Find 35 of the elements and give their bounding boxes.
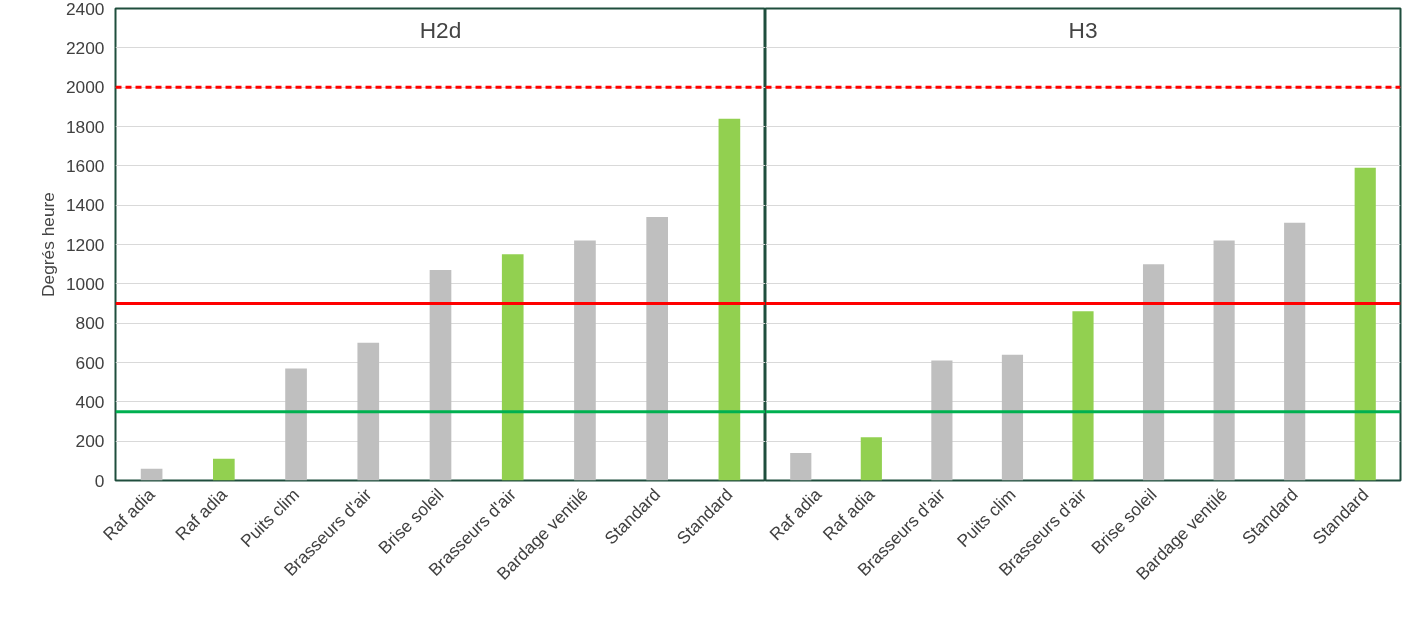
y-tick-label: 2400 bbox=[65, 0, 105, 19]
y-tick-label: 1400 bbox=[65, 195, 105, 216]
bar bbox=[1354, 167, 1376, 481]
y-tick-label: 1000 bbox=[65, 273, 105, 294]
bar bbox=[1072, 311, 1094, 481]
y-tick-label: 2000 bbox=[65, 77, 105, 98]
y-tick-label: 2200 bbox=[65, 37, 105, 58]
y-tick-label: 1200 bbox=[65, 234, 105, 255]
bar bbox=[1142, 264, 1165, 481]
y-tick-label: 600 bbox=[75, 352, 105, 373]
y-tick-label: 1600 bbox=[65, 155, 105, 176]
bar bbox=[501, 254, 524, 481]
bar bbox=[357, 342, 380, 481]
bar bbox=[213, 458, 235, 481]
bar bbox=[718, 118, 741, 481]
x-tick-label: Raf adia bbox=[171, 484, 232, 545]
bar bbox=[429, 270, 452, 481]
bar bbox=[1001, 354, 1024, 481]
y-tick-label: 800 bbox=[75, 313, 105, 334]
bar bbox=[790, 452, 812, 481]
y-tick-label: 0 bbox=[94, 470, 105, 491]
bar bbox=[574, 240, 596, 481]
bar bbox=[860, 437, 882, 481]
y-tick-label: 1800 bbox=[65, 116, 105, 137]
bar bbox=[646, 216, 668, 481]
y-tick-label: 200 bbox=[75, 431, 105, 452]
bar bbox=[1213, 240, 1235, 481]
bar bbox=[285, 368, 307, 481]
y-axis-title: Degrés heure bbox=[37, 192, 58, 297]
bar bbox=[931, 360, 953, 481]
bar bbox=[1284, 222, 1306, 481]
bar bbox=[140, 468, 163, 481]
chart-title: H2d bbox=[419, 16, 462, 43]
chart-title: H3 bbox=[1068, 16, 1098, 43]
y-tick-label: 400 bbox=[75, 391, 105, 412]
